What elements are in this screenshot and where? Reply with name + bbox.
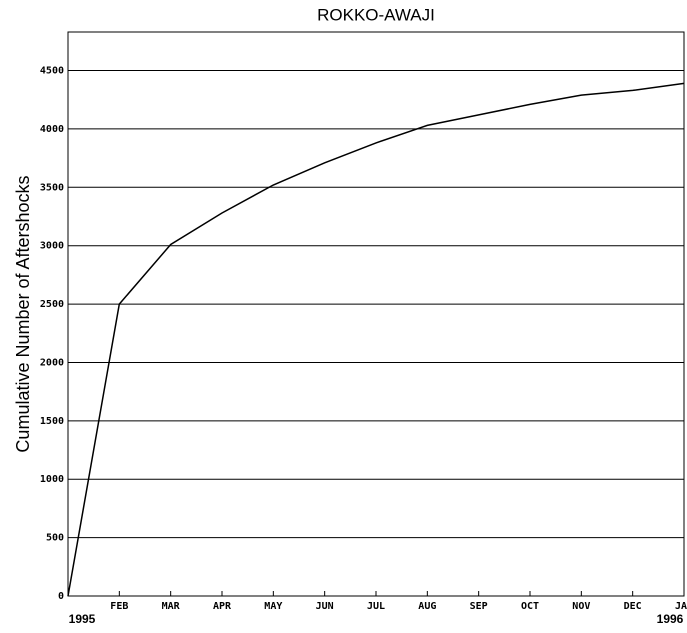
x-tick-label: JUN <box>316 601 334 612</box>
y-tick-label: 3000 <box>40 241 64 252</box>
y-tick-label: 4000 <box>40 124 64 135</box>
year-label: 1996 <box>657 612 684 626</box>
x-tick-label: NOV <box>572 601 590 612</box>
plot-frame <box>67 31 685 597</box>
x-tick-label: JAN <box>675 601 687 612</box>
chart-title: ROKKO-AWAJI <box>317 5 435 24</box>
y-tick-label: 0 <box>58 591 64 602</box>
x-tick-label: JUL <box>367 601 385 612</box>
x-tick-label: OCT <box>521 601 539 612</box>
y-axis-label: Cumulative Number of Aftershocks <box>13 175 33 452</box>
y-tick-label: 2000 <box>40 357 64 368</box>
x-tick-label: MAR <box>162 601 181 612</box>
y-tick-label: 500 <box>46 533 64 544</box>
y-tick-label: 1000 <box>40 474 64 485</box>
x-tick-label: APR <box>213 601 232 612</box>
x-tick-label: AUG <box>418 601 436 612</box>
x-tick-label: MAY <box>264 601 282 612</box>
data-line <box>67 82 685 597</box>
x-tick-label: FEB <box>110 601 128 612</box>
year-label: 1995 <box>69 612 96 626</box>
y-tick-label: 4500 <box>40 66 64 77</box>
x-tick-label: DEC <box>624 601 642 612</box>
y-tick-label: 1500 <box>40 416 64 427</box>
y-tick-label: 2500 <box>40 299 64 310</box>
y-tick-label: 3500 <box>40 182 64 193</box>
x-tick-label: SEP <box>470 601 488 612</box>
